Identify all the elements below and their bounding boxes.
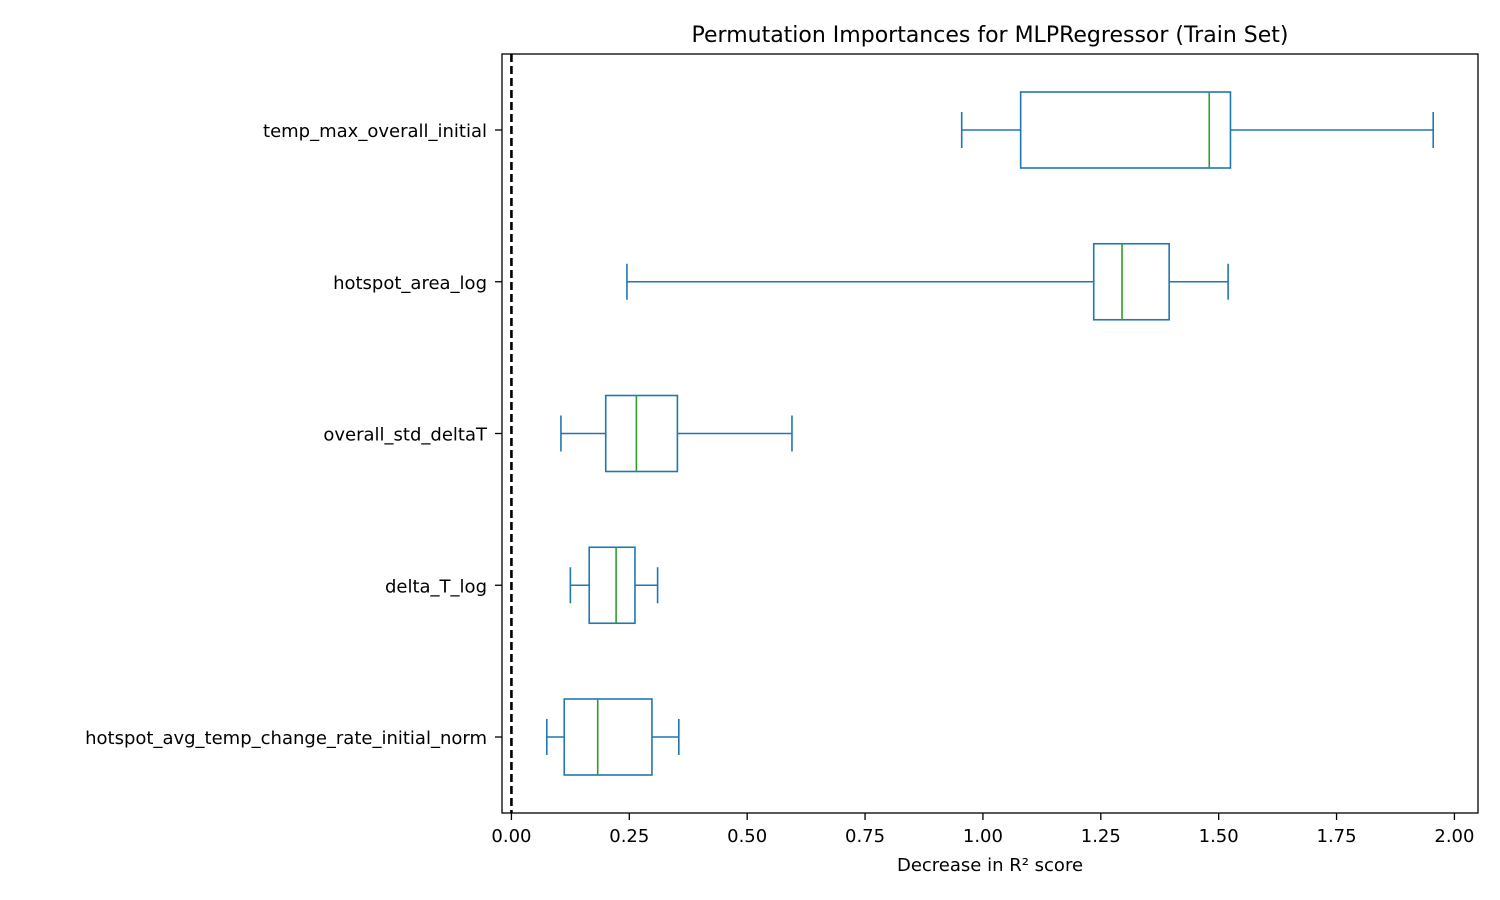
- boxplot-hotspot-area-log: [626, 242, 1229, 321]
- boxplot-overall-std-deltaT: [560, 394, 793, 473]
- y-tick-label: delta_T_log: [385, 576, 487, 597]
- plot-content: [510, 54, 1435, 813]
- x-tick-label: 1.75: [1317, 826, 1357, 847]
- x-tick-label: 0.75: [845, 826, 885, 847]
- boxplot-hotspot-avg-temp-change-rate-initial-norm: [545, 698, 680, 776]
- iqr-box: [588, 546, 636, 625]
- y-tick-label: hotspot_avg_temp_change_rate_initial_nor…: [85, 728, 487, 749]
- chart-title: Permutation Importances for MLPRegressor…: [692, 23, 1289, 48]
- iqr-box: [604, 394, 679, 473]
- x-tick-label: 0.50: [727, 826, 767, 847]
- y-tick-label: temp_max_overall_initial: [263, 121, 487, 142]
- x-tick-label: 0.25: [609, 826, 649, 847]
- x-axis-label: Decrease in R² score: [897, 855, 1083, 876]
- boxplot-delta-T-log: [569, 546, 659, 625]
- x-axis-ticks: 0.00 0.25 0.50 0.75 1.00 1.25 1.50 1.75 2.00: [491, 813, 1474, 847]
- iqr-box: [1019, 91, 1232, 169]
- iqr-box: [1092, 242, 1170, 321]
- x-tick-label: 1.00: [963, 826, 1003, 847]
- iqr-box: [563, 698, 653, 776]
- x-tick-label: 1.25: [1081, 826, 1121, 847]
- y-axis-ticks: temp_max_overall_initial hotspot_area_log…: [85, 121, 502, 749]
- x-tick-label: 2.00: [1434, 826, 1474, 847]
- boxplot-temp-max-overall-initial: [960, 91, 1435, 169]
- x-tick-label: 0.00: [491, 826, 531, 847]
- y-tick-label: overall_std_deltaT: [323, 425, 488, 446]
- y-tick-label: hotspot_area_log: [333, 273, 487, 294]
- x-tick-label: 1.50: [1199, 826, 1239, 847]
